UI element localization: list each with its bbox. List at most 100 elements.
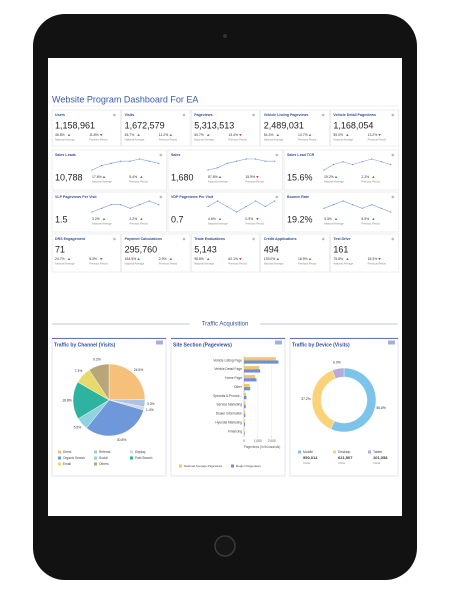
info-icon — [321, 237, 325, 241]
sparkline-point — [342, 161, 344, 163]
national-label: National Average — [194, 262, 214, 266]
panel-menu[interactable] — [388, 340, 395, 345]
sparkline-point — [352, 204, 354, 206]
legend-label: Desktop — [338, 450, 351, 454]
sparkline-point — [332, 204, 335, 206]
legend-swatch — [58, 450, 61, 454]
national-change: 50.7% — [194, 133, 204, 137]
visits-value: 101,058 — [373, 455, 388, 460]
sparkline — [323, 158, 391, 171]
national-label: National Average — [208, 222, 228, 226]
bar — [244, 383, 250, 388]
kpi-value: 5,143 — [194, 244, 217, 254]
trend-arrow — [206, 133, 210, 136]
national-label: National Average — [194, 138, 214, 142]
slice-label: 1.4% — [146, 408, 154, 412]
national-change: 139.0% — [264, 257, 276, 261]
sparkline-point — [158, 162, 160, 164]
sparkline-point — [120, 160, 122, 162]
legend-swatch — [94, 450, 97, 454]
kpi-card — [260, 233, 330, 273]
panel-menu[interactable] — [275, 340, 282, 345]
legend-label: Region Pageviews — [236, 464, 261, 468]
panel-title: Traffic by Device (Visits) — [292, 342, 350, 348]
sparkline-point — [352, 163, 354, 166]
national-label: National Average — [92, 180, 112, 184]
home-button[interactable] — [214, 535, 236, 557]
previous-label: Previous Period — [298, 138, 317, 142]
trend-arrow — [169, 133, 173, 136]
sparkline-point — [323, 169, 325, 171]
bar — [244, 422, 245, 426]
trend-arrow — [239, 258, 242, 261]
slice — [88, 363, 110, 401]
sparkline-point — [342, 200, 344, 202]
sparkline — [91, 158, 159, 171]
sparkline-point — [110, 162, 112, 164]
bar — [244, 375, 256, 379]
bar — [244, 428, 245, 432]
previous-label: Previous Period — [228, 138, 247, 142]
kpi-value: 0.7 — [171, 214, 184, 224]
visits-value: 950,014 — [303, 455, 318, 460]
legend-swatch — [130, 456, 133, 460]
slice — [108, 363, 146, 401]
sparkline-point — [245, 158, 247, 160]
kpi-value: 1,672,579 — [125, 120, 165, 130]
kpi-card — [260, 109, 330, 147]
previous-change: 2.9% — [159, 257, 167, 261]
sparkline-point — [332, 163, 335, 166]
bar — [244, 366, 260, 370]
previous-change: 8.4% — [129, 175, 137, 179]
kpi-name: Payment Calculations — [125, 237, 162, 241]
sparkline-point — [264, 205, 266, 208]
previous-label: Previous Period — [298, 262, 317, 266]
trend-arrow — [378, 258, 381, 261]
previous-change: 5.3% — [89, 257, 97, 261]
kpi-card — [190, 233, 260, 273]
trend-arrow — [334, 175, 338, 178]
legend-swatch — [231, 464, 234, 468]
previous-change: 11.2% — [159, 133, 168, 137]
bar — [244, 419, 245, 423]
sparkline-point — [226, 162, 228, 164]
national-label: National Average — [324, 180, 344, 184]
previous-label: Previous Period — [89, 262, 108, 266]
sparkline-point — [380, 161, 382, 163]
slice-label: 37.2% — [301, 397, 311, 401]
legend-swatch — [333, 450, 336, 454]
sparkline-point — [120, 204, 122, 206]
sparkline-point — [274, 200, 276, 202]
legend-swatch — [58, 456, 61, 460]
slice-label: 9.2% — [93, 358, 101, 362]
trend-arrow — [206, 257, 210, 260]
trend-arrow — [169, 257, 173, 260]
info-icon — [252, 113, 255, 117]
bar — [244, 369, 261, 373]
bar — [244, 431, 245, 435]
bar — [244, 387, 251, 391]
kpi-name: Sales — [171, 153, 180, 157]
kpi-value: 2,489,031 — [264, 120, 304, 130]
sparkline-point — [216, 200, 219, 202]
sparkline-point — [361, 207, 363, 209]
info-icon — [113, 113, 116, 117]
previous-change: 15.9% — [245, 175, 255, 179]
y-tick-label: Other — [234, 385, 243, 389]
visits-label: Visits — [373, 461, 381, 465]
y-tick-label: Financing — [228, 429, 242, 433]
kpi-value: 1,168,054 — [333, 120, 373, 130]
previous-change: 6.9% — [361, 217, 369, 221]
legend-label: Display — [135, 450, 146, 454]
previous-change: 2.3% — [361, 175, 369, 179]
legend-label: Organic Search — [63, 456, 85, 460]
sparkline-point — [236, 211, 238, 213]
previous-change: 13.2% — [368, 133, 378, 137]
national-label: National Average — [92, 222, 112, 226]
trend-arrow — [346, 257, 349, 260]
sparkline-point — [100, 207, 103, 209]
info-icon — [275, 195, 279, 199]
bar — [244, 410, 246, 414]
panel-menu[interactable] — [156, 340, 163, 345]
